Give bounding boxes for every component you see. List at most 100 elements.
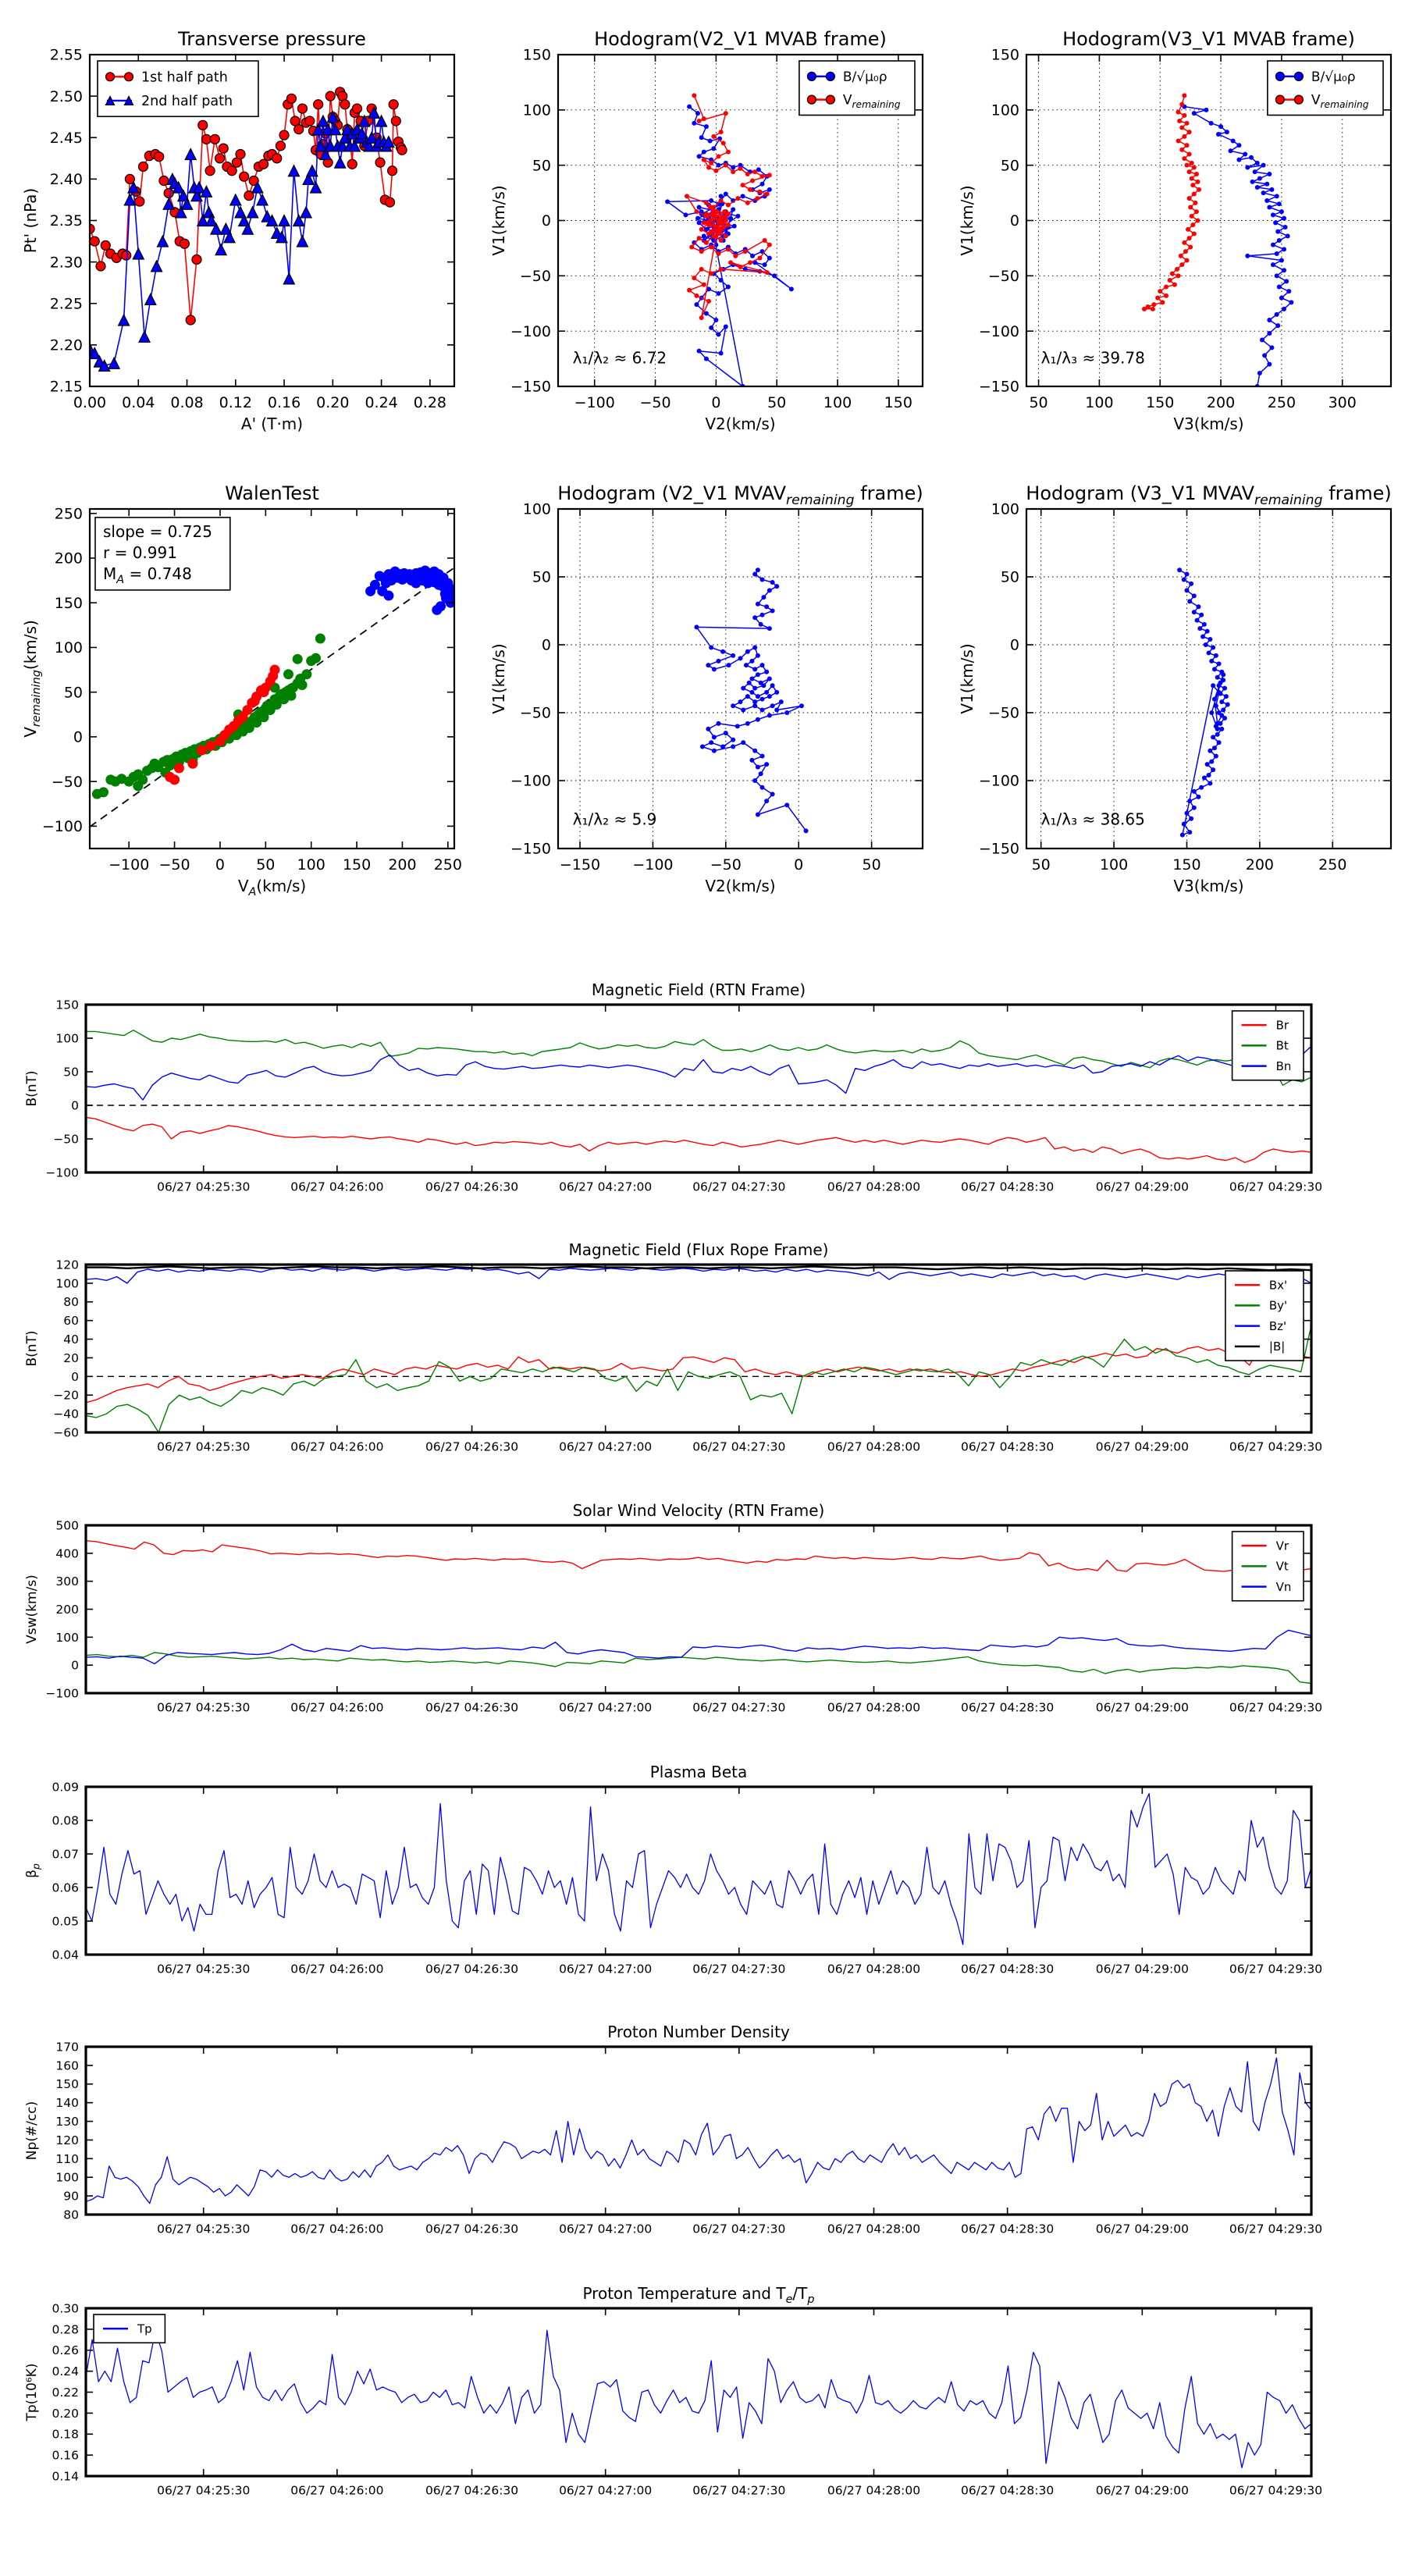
- svg-text:VA(km/s): VA(km/s): [238, 877, 306, 898]
- svg-text:0.20: 0.20: [316, 394, 349, 411]
- svg-text:06/27 04:26:30: 06/27 04:26:30: [425, 1180, 518, 1194]
- svg-text:100: 100: [55, 1631, 79, 1645]
- svg-text:Vsw(km/s): Vsw(km/s): [24, 1574, 40, 1644]
- svg-text:Magnetic Field (Flux Rope Fram: Magnetic Field (Flux Rope Frame): [569, 1240, 829, 1259]
- svg-text:06/27 04:29:00: 06/27 04:29:00: [1096, 1701, 1189, 1715]
- svg-text:200: 200: [1207, 394, 1235, 411]
- svg-text:λ₁/λ₃ ≈ 38.65: λ₁/λ₃ ≈ 38.65: [1041, 810, 1145, 829]
- svg-text:V1(km/s): V1(km/s): [489, 643, 508, 713]
- svg-text:−150: −150: [979, 379, 1019, 396]
- svg-text:06/27 04:26:30: 06/27 04:26:30: [425, 1701, 518, 1715]
- svg-text:Np(#/cc): Np(#/cc): [24, 2101, 40, 2160]
- svg-text:2.30: 2.30: [50, 254, 83, 271]
- svg-text:λ₁/λ₂ ≈ 5.9: λ₁/λ₂ ≈ 5.9: [573, 810, 657, 829]
- svg-text:50: 50: [532, 157, 551, 174]
- svg-text:−20: −20: [53, 1389, 79, 1403]
- svg-text:|B|: |B|: [1269, 1340, 1285, 1354]
- svg-text:2.40: 2.40: [50, 171, 83, 188]
- svg-text:06/27 04:28:30: 06/27 04:28:30: [961, 2484, 1054, 2498]
- svg-text:−50: −50: [710, 856, 742, 873]
- svg-text:0.24: 0.24: [52, 2364, 79, 2379]
- svg-text:06/27 04:28:30: 06/27 04:28:30: [961, 2222, 1054, 2236]
- svg-text:Bz': Bz': [1269, 1319, 1286, 1333]
- svg-text:−50: −50: [988, 705, 1019, 722]
- svg-text:V1(km/s): V1(km/s): [958, 643, 976, 713]
- svg-text:slope = 0.725: slope = 0.725: [103, 522, 212, 541]
- svg-text:−50: −50: [988, 268, 1019, 285]
- svg-text:200: 200: [1246, 856, 1274, 873]
- svg-text:50: 50: [256, 856, 275, 873]
- svg-text:100: 100: [991, 501, 1019, 518]
- svg-text:06/27 04:27:30: 06/27 04:27:30: [692, 1440, 785, 1454]
- chart-magnetic-field-rtn: 06/27 04:25:30 06/27 04:26:00 06/27 04:26:…: [16, 972, 1389, 1215]
- svg-text:0: 0: [794, 856, 803, 873]
- svg-text:0.24: 0.24: [365, 394, 397, 411]
- svg-text:0.09: 0.09: [52, 1780, 79, 1794]
- svg-text:Transverse pressure: Transverse pressure: [177, 28, 366, 50]
- chart-hodogram-v2v1-mvab: −100 −50 0 50 100 150 −150 −100 −50 0 50 100 150 V2(k…: [484, 14, 937, 455]
- svg-text:06/27 04:27:00: 06/27 04:27:00: [559, 2222, 652, 2236]
- svg-text:0.07: 0.07: [52, 1847, 79, 1861]
- svg-text:r = 0.991: r = 0.991: [103, 543, 177, 562]
- svg-text:−150: −150: [510, 841, 551, 858]
- svg-text:50: 50: [863, 856, 881, 873]
- svg-text:06/27 04:27:30: 06/27 04:27:30: [692, 2484, 785, 2498]
- chart-solar-wind-velocity: 06/27 04:25:30 06/27 04:26:00 06/27 04:26:…: [16, 1493, 1389, 1736]
- svg-text:−40: −40: [53, 1407, 79, 1421]
- svg-text:06/27 04:28:30: 06/27 04:28:30: [961, 1701, 1054, 1715]
- svg-text:0.06: 0.06: [52, 1880, 79, 1895]
- svg-text:−100: −100: [45, 1686, 79, 1700]
- svg-text:250: 250: [55, 505, 83, 522]
- svg-text:λ₁/λ₂ ≈ 6.72: λ₁/λ₂ ≈ 6.72: [573, 348, 667, 367]
- svg-text:2.35: 2.35: [50, 212, 83, 229]
- chart-transverse-pressure: 0.00 0.04 0.08 0.12 0.16 0.20 0.24 0.28 2.15 2.20…: [16, 14, 468, 455]
- svg-text:V2(km/s): V2(km/s): [705, 877, 775, 895]
- svg-text:MA = 0.748: MA = 0.748: [103, 564, 192, 586]
- chart-hodogram-v3v1-mvav: 50 100 150 200 250 −150 −100 −50 0 50 100 V3(km/s) V…: [952, 468, 1405, 917]
- svg-text:06/27 04:25:30: 06/27 04:25:30: [157, 1440, 250, 1454]
- svg-text:Vr: Vr: [1276, 1539, 1289, 1553]
- svg-text:06/27 04:29:30: 06/27 04:29:30: [1229, 2222, 1322, 2236]
- svg-text:0: 0: [542, 212, 551, 229]
- svg-text:130: 130: [55, 2115, 79, 2129]
- svg-text:150: 150: [991, 47, 1019, 64]
- svg-text:WalenTest: WalenTest: [225, 482, 319, 504]
- svg-text:Solar Wind Velocity (RTN Frame: Solar Wind Velocity (RTN Frame): [573, 1501, 825, 1520]
- svg-text:150: 150: [55, 2077, 79, 2091]
- svg-text:B(nT): B(nT): [24, 1070, 40, 1106]
- svg-text:06/27 04:27:00: 06/27 04:27:00: [559, 1701, 652, 1715]
- svg-text:100: 100: [55, 639, 83, 656]
- svg-text:2.45: 2.45: [50, 130, 83, 147]
- svg-text:0.05: 0.05: [52, 1914, 79, 1928]
- svg-text:06/27 04:26:30: 06/27 04:26:30: [425, 2484, 518, 2498]
- svg-text:06/27 04:29:30: 06/27 04:29:30: [1229, 1962, 1322, 1976]
- svg-text:V3(km/s): V3(km/s): [1173, 415, 1243, 433]
- svg-text:50: 50: [64, 684, 83, 701]
- svg-text:2.20: 2.20: [50, 337, 83, 354]
- svg-text:160: 160: [55, 2058, 79, 2073]
- svg-text:60: 60: [63, 1314, 79, 1328]
- svg-text:06/27 04:28:00: 06/27 04:28:00: [827, 1701, 920, 1715]
- svg-text:Pt' (nPa): Pt' (nPa): [21, 188, 40, 253]
- svg-text:50: 50: [1029, 394, 1048, 411]
- svg-text:B/√μ₀ρ: B/√μ₀ρ: [1311, 69, 1356, 85]
- svg-text:0: 0: [71, 1659, 79, 1673]
- svg-text:06/27 04:29:30: 06/27 04:29:30: [1229, 1180, 1322, 1194]
- svg-text:06/27 04:27:30: 06/27 04:27:30: [692, 1180, 785, 1194]
- svg-text:βp: βp: [24, 1863, 41, 1878]
- svg-text:50: 50: [532, 569, 551, 586]
- svg-text:40: 40: [63, 1332, 79, 1347]
- svg-text:A' (T·m): A' (T·m): [241, 415, 303, 433]
- svg-text:0.16: 0.16: [268, 394, 301, 411]
- svg-text:0.18: 0.18: [52, 2428, 79, 2442]
- svg-text:−50: −50: [639, 394, 670, 411]
- svg-text:200: 200: [55, 1603, 79, 1617]
- svg-text:−50: −50: [159, 856, 190, 873]
- svg-text:50: 50: [1032, 856, 1051, 873]
- svg-text:−100: −100: [979, 323, 1019, 340]
- svg-text:06/27 04:25:30: 06/27 04:25:30: [157, 1701, 250, 1715]
- svg-text:Hodogram(V2_V1 MVAB frame): Hodogram(V2_V1 MVAB frame): [594, 28, 887, 50]
- svg-text:06/27 04:25:30: 06/27 04:25:30: [157, 1962, 250, 1976]
- svg-text:Hodogram(V3_V1 MVAB frame): Hodogram(V3_V1 MVAB frame): [1062, 28, 1355, 50]
- svg-text:06/27 04:28:00: 06/27 04:28:00: [827, 1180, 920, 1194]
